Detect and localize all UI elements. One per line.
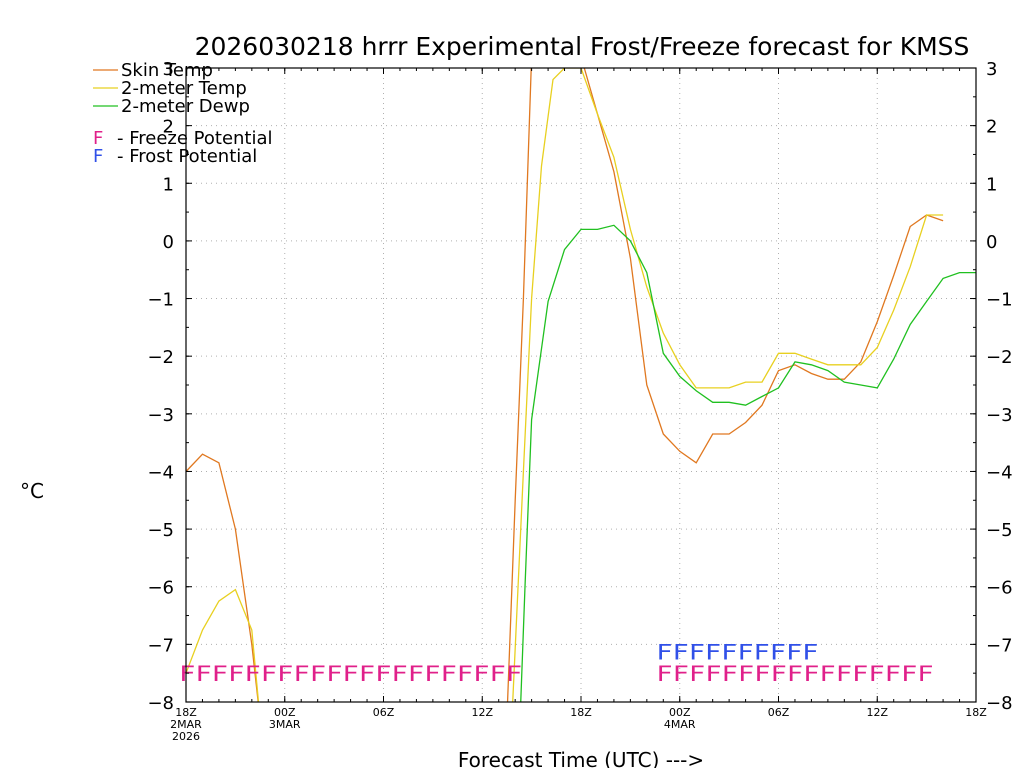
y-tick-label-left: −8	[147, 693, 174, 714]
x-tick-label: 00Z	[669, 706, 691, 719]
y-tick-label-right: −8	[986, 693, 1013, 714]
y-axis-label: °C	[20, 479, 44, 503]
frost-potential-flags: FFFFFFFFFF	[656, 640, 818, 664]
freeze-potential-flags: FFFFFFFFFFFFFFFFF	[656, 662, 933, 686]
y-tick-label-right: −7	[986, 635, 1013, 656]
grid	[186, 68, 976, 702]
x-tick-label: 12Z	[866, 706, 888, 719]
y-tick-label-left: −4	[147, 462, 174, 483]
y-tick-label-right: 0	[986, 232, 997, 253]
x-tick-label: 18Z	[570, 706, 592, 719]
x-tick-label: 06Z	[768, 706, 790, 719]
y-tick-label-left: −2	[147, 347, 174, 368]
x-tick-label: 00Z	[274, 706, 296, 719]
x-tick-label: 4MAR	[664, 718, 696, 731]
x-tick-label: 2026	[172, 730, 200, 743]
legend-entry: 2-meter Dewp	[121, 96, 250, 117]
x-tick-label: 3MAR	[269, 718, 301, 731]
y-tick-label-left: −3	[147, 405, 174, 426]
flag-legend-letter: F	[93, 128, 103, 149]
series-line-2-meter-dewp	[520, 224, 976, 702]
x-tick-label: 06Z	[373, 706, 395, 719]
legend-entry: 2-meter Temp	[121, 78, 247, 99]
y-tick-label-left: 0	[163, 232, 174, 253]
series-line-skin-temp	[186, 68, 944, 702]
y-tick-label-left: −6	[147, 578, 174, 599]
x-tick-label: 2MAR	[170, 718, 202, 731]
flag-rows: FFFFFFFFFFFFFFFFFFFFF FFFFFFFFFFFFFFFFFFF…	[179, 640, 934, 686]
y-axis: 3 3 2 2 1 1 0 0 −1 −1 −2 −2 −3 −3 −4 −4 −5 −5 −6 −6 −7 −7 −8 −8	[147, 59, 1012, 714]
y-tick-label-right: 3	[986, 59, 997, 80]
y-tick-label-left: −5	[147, 520, 174, 541]
y-tick-label-right: −6	[986, 578, 1013, 599]
y-tick-label-left: −1	[147, 290, 174, 311]
x-tick-label: 18Z	[965, 706, 987, 719]
flag-legend-text: - Frost Potential	[117, 146, 257, 167]
x-tick-label: 18Z	[175, 706, 197, 719]
x-axis-label: Forecast Time (UTC) --->	[458, 748, 704, 768]
flag-legend-letter: F	[93, 146, 103, 167]
y-tick-label-right: −3	[986, 405, 1013, 426]
y-tick-label-left: 2	[163, 117, 174, 138]
series-line-2-meter-temp	[186, 68, 944, 702]
y-tick-label-left: 3	[163, 59, 174, 80]
y-tick-label-right: −1	[986, 290, 1013, 311]
y-tick-label-left: −7	[147, 635, 174, 656]
legend-entry: Skin Temp	[121, 60, 213, 81]
series-lines	[186, 68, 976, 702]
y-tick-label-left: 1	[163, 174, 174, 195]
x-tick-label: 12Z	[471, 706, 493, 719]
y-tick-label-right: 1	[986, 174, 997, 195]
flag-legend-text: - Freeze Potential	[117, 128, 273, 149]
chart-title: 2026030218 hrrr Experimental Frost/Freez…	[195, 32, 970, 61]
y-tick-label-right: −4	[986, 462, 1013, 483]
y-tick-label-right: −2	[986, 347, 1013, 368]
freeze-potential-flags: FFFFFFFFFFFFFFFFFFFFF	[179, 662, 522, 686]
y-tick-label-right: 2	[986, 117, 997, 138]
y-tick-label-right: −5	[986, 520, 1013, 541]
